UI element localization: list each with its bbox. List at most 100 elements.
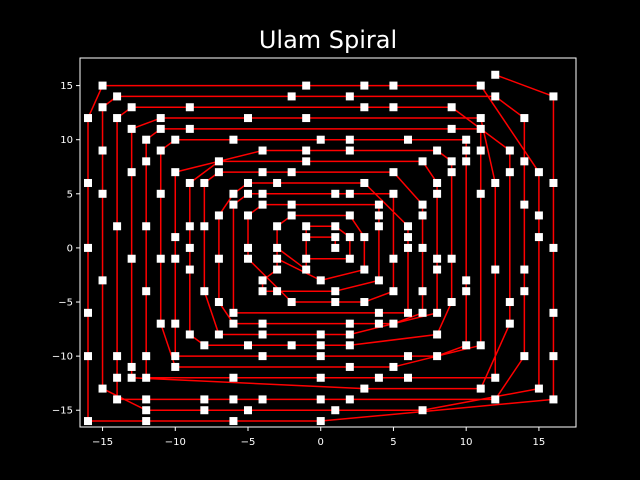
data-point <box>316 352 325 361</box>
data-point <box>156 319 165 328</box>
data-point <box>549 178 558 187</box>
data-point <box>84 178 92 187</box>
y-tick-label: 15 <box>60 81 73 92</box>
data-point <box>404 233 412 242</box>
data-point <box>244 341 252 350</box>
data-point <box>84 352 92 361</box>
data-point <box>345 362 354 371</box>
data-point <box>84 243 92 252</box>
data-point <box>462 341 471 350</box>
data-point <box>258 352 267 361</box>
data-point <box>345 319 354 328</box>
data-point <box>127 254 136 263</box>
y-tick-label: −15 <box>52 406 73 417</box>
data-point <box>142 135 151 144</box>
data-point <box>433 254 442 263</box>
data-point <box>462 287 471 296</box>
data-point <box>374 200 383 209</box>
data-point <box>171 352 180 361</box>
data-point <box>244 254 252 263</box>
data-point <box>418 243 427 252</box>
data-point <box>505 168 514 177</box>
y-tick-label: 5 <box>67 189 73 200</box>
data-point <box>345 146 354 155</box>
data-point <box>171 362 180 371</box>
data-point <box>316 276 325 285</box>
data-point <box>98 81 107 90</box>
data-point <box>214 157 223 166</box>
y-tick-label: 10 <box>60 135 73 146</box>
data-point <box>302 146 311 155</box>
data-point <box>418 200 427 209</box>
data-point <box>171 168 180 177</box>
data-point <box>491 395 500 404</box>
data-point <box>491 178 500 187</box>
data-point <box>273 287 282 296</box>
x-tick-label: −5 <box>241 437 256 448</box>
data-point <box>476 146 485 155</box>
data-point <box>549 243 558 252</box>
data-point <box>360 298 369 307</box>
data-point <box>273 243 282 252</box>
data-point <box>418 308 427 317</box>
data-point <box>316 417 325 426</box>
data-point <box>98 384 107 393</box>
data-point <box>127 124 136 133</box>
data-point <box>244 178 252 187</box>
data-point <box>331 406 340 415</box>
data-point <box>316 395 325 404</box>
data-point <box>433 265 442 274</box>
data-point <box>142 395 151 404</box>
data-point <box>244 211 252 220</box>
y-axis: −15 −10 −5 0 5 10 15 <box>52 81 80 417</box>
data-point <box>156 124 165 133</box>
data-point <box>142 222 151 231</box>
y-tick-label: −10 <box>52 352 73 363</box>
data-point <box>360 81 369 90</box>
data-point <box>462 276 471 285</box>
data-point <box>200 341 209 350</box>
data-point <box>287 298 296 307</box>
data-point <box>447 157 456 166</box>
data-point <box>127 168 136 177</box>
data-point <box>331 233 340 242</box>
data-point <box>273 265 282 274</box>
data-point <box>476 81 485 90</box>
data-point <box>316 135 325 144</box>
chart-title: Ulam Spiral <box>259 26 397 54</box>
data-point <box>302 254 311 263</box>
data-point <box>98 189 107 198</box>
data-point <box>433 308 442 317</box>
data-point <box>127 103 136 112</box>
data-point <box>520 200 529 209</box>
data-point <box>404 352 412 361</box>
data-point <box>214 254 223 263</box>
data-point <box>505 146 514 155</box>
data-point <box>476 189 485 198</box>
x-axis: −15 −10 −5 0 5 10 15 <box>92 427 545 448</box>
x-tick-label: 10 <box>460 437 473 448</box>
data-point <box>316 341 325 350</box>
x-tick-label: 5 <box>390 437 396 448</box>
data-point <box>214 211 223 220</box>
data-point <box>214 168 223 177</box>
data-point <box>418 157 427 166</box>
data-point <box>549 395 558 404</box>
data-point <box>520 265 529 274</box>
data-point <box>98 103 107 112</box>
data-point <box>360 384 369 393</box>
data-point <box>447 124 456 133</box>
data-point <box>156 254 165 263</box>
data-point <box>142 157 151 166</box>
data-point <box>345 211 354 220</box>
data-point <box>229 319 238 328</box>
data-point <box>389 81 398 90</box>
data-point <box>113 114 122 123</box>
data-point <box>287 200 296 209</box>
data-point <box>331 287 340 296</box>
data-point <box>258 330 267 339</box>
data-point <box>258 189 267 198</box>
x-tick-label: 15 <box>533 437 546 448</box>
data-point <box>433 178 442 187</box>
data-point <box>345 135 354 144</box>
